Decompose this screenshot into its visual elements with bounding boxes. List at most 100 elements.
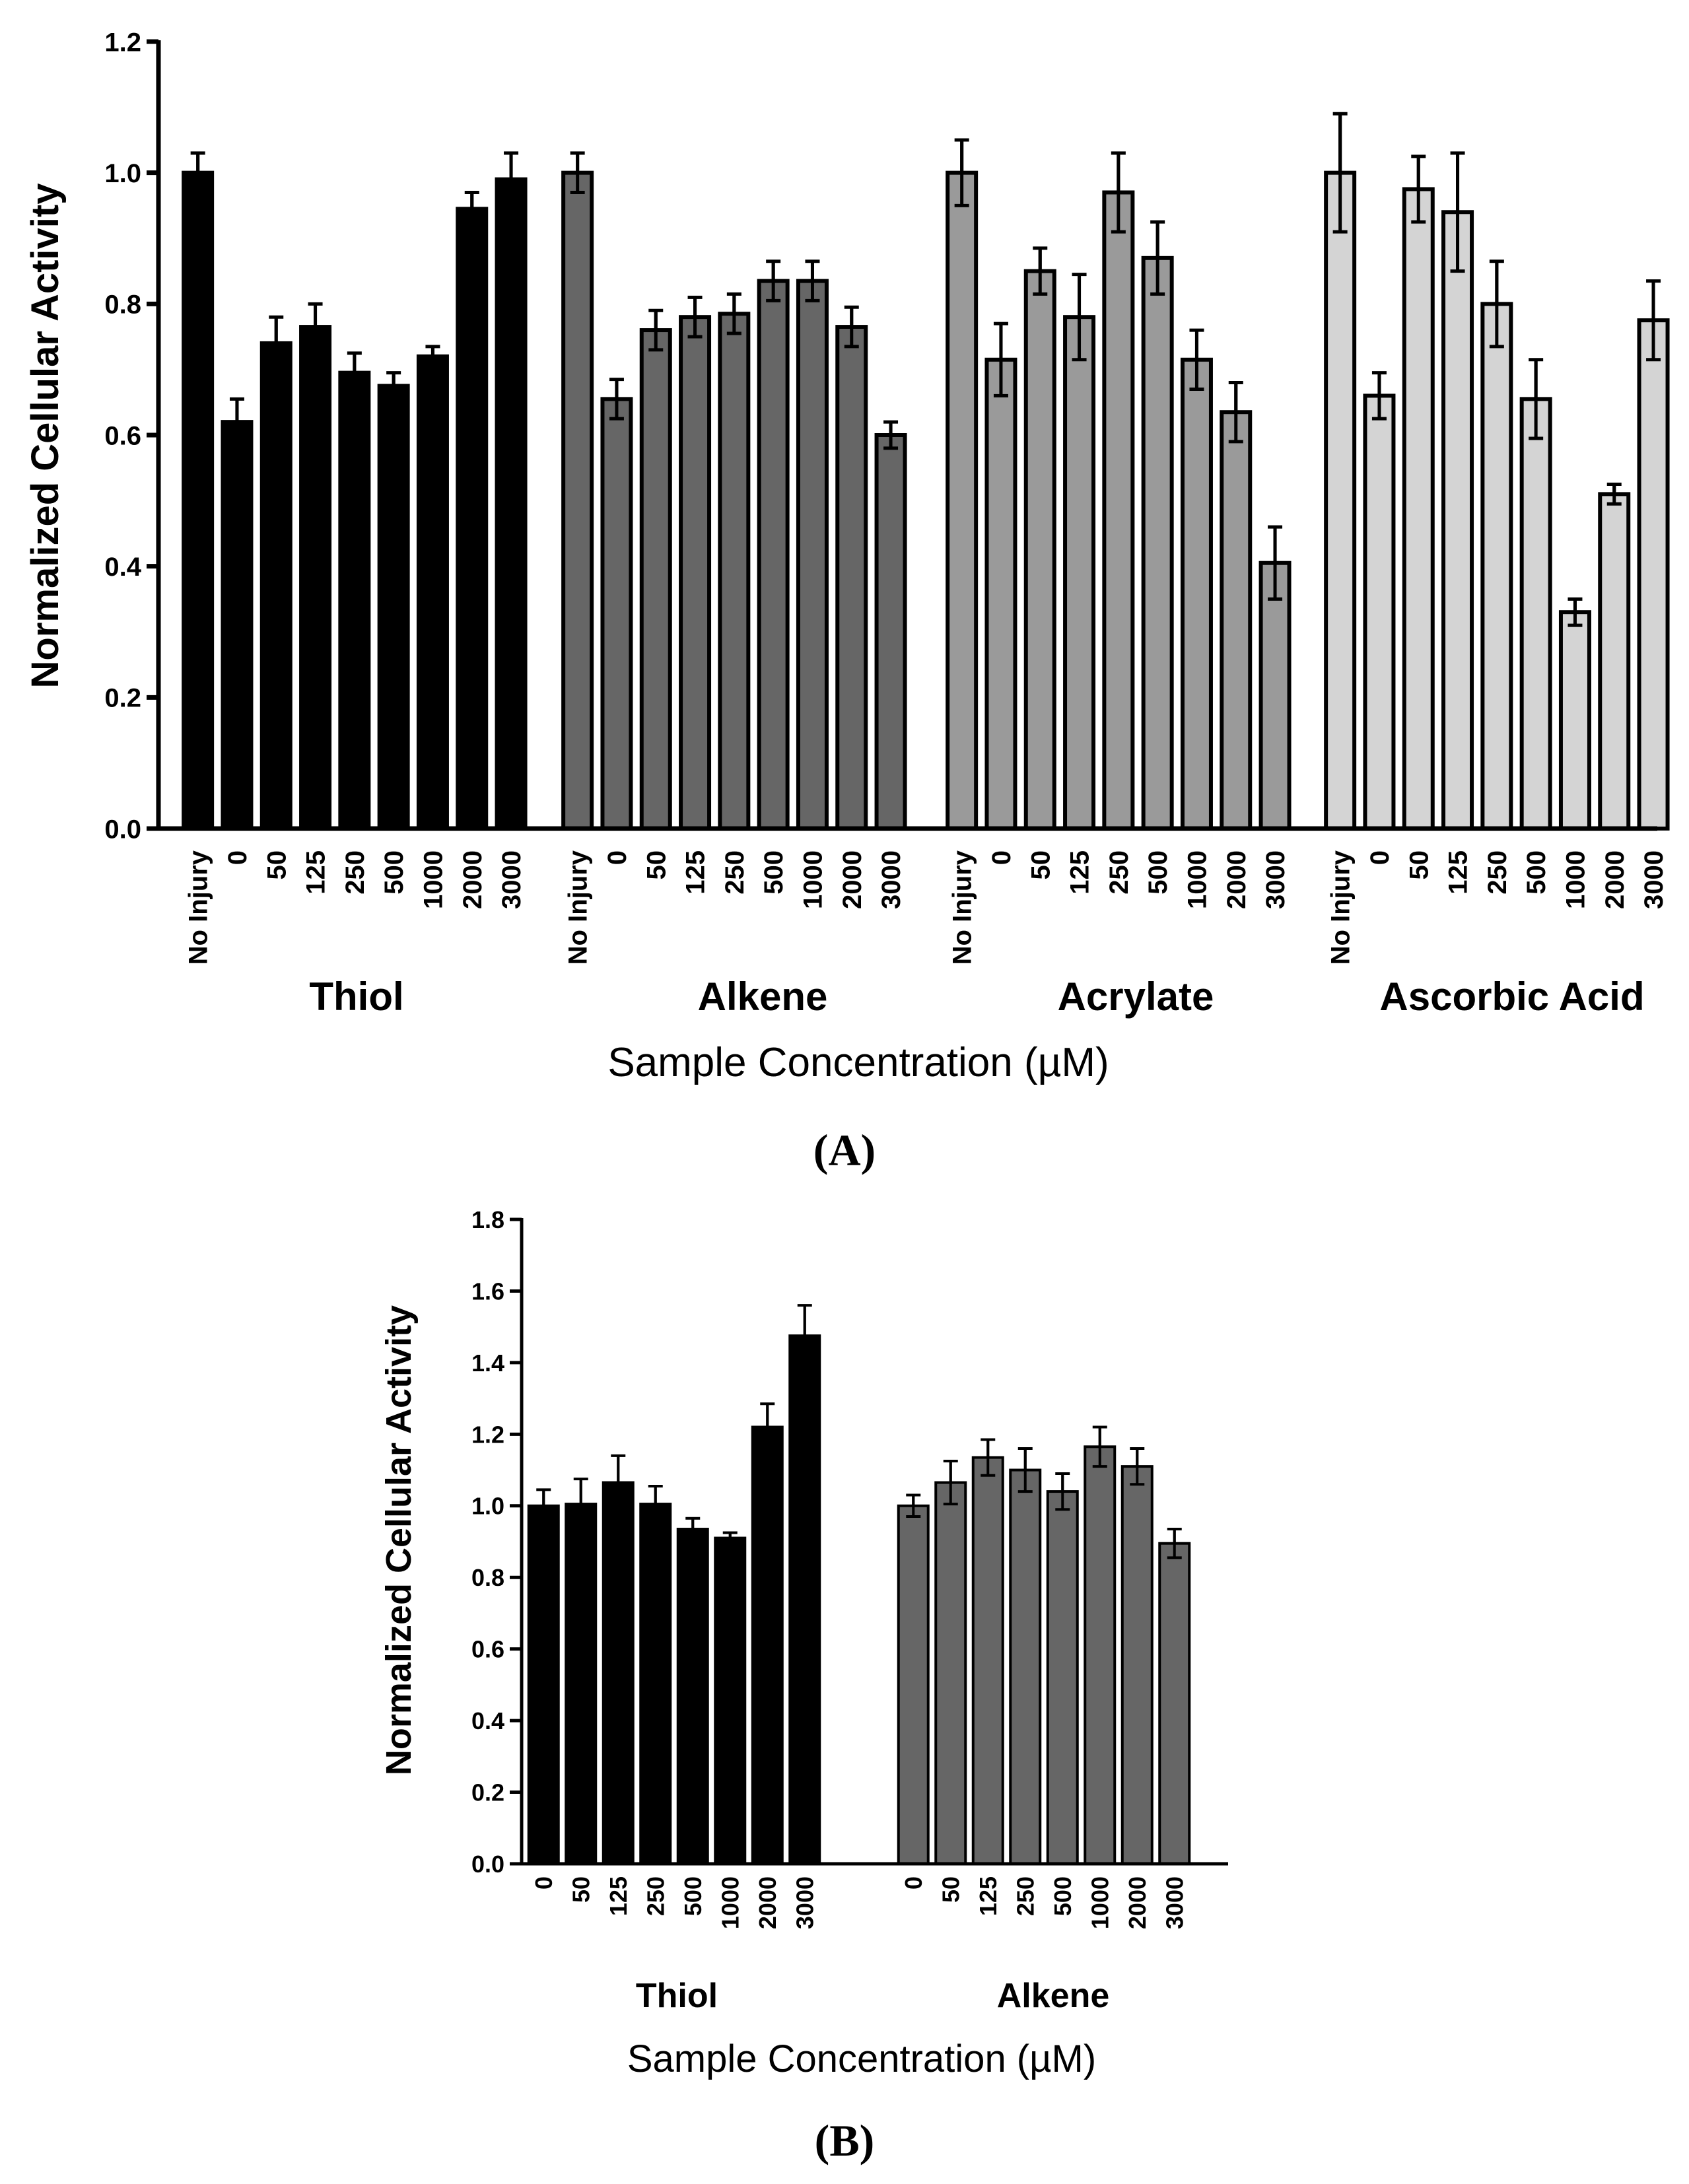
bar-alkene-5 xyxy=(1084,1445,1117,1865)
category-label-thiol-5: 1000 xyxy=(716,1876,743,1929)
y-tick-label-3: 0.6 xyxy=(471,1636,504,1663)
bar-ascorbic-acid-7 xyxy=(1598,492,1631,831)
bar-alkene-5 xyxy=(757,279,790,831)
bar-thiol-3 xyxy=(299,325,332,831)
category-label-thiol-6: 1000 xyxy=(419,850,448,909)
category-label-thiol-5: 500 xyxy=(380,850,409,895)
bar-thiol-3 xyxy=(639,1503,672,1865)
bar-thiol-2 xyxy=(602,1481,635,1866)
category-label-alkene-8: 3000 xyxy=(877,850,906,909)
y-tick-label-4: 0.8 xyxy=(471,1564,504,1591)
bar-thiol-6 xyxy=(751,1425,784,1865)
category-label-alkene-3: 125 xyxy=(681,850,710,895)
category-label-alkene-7: 3000 xyxy=(1161,1876,1188,1929)
y-tick-label-2: 0.4 xyxy=(104,553,141,582)
bar-alkene-6 xyxy=(1120,1465,1154,1865)
category-label-ascorbic-acid-4: 250 xyxy=(1483,850,1512,895)
group-label-ascorbic-acid: Ascorbic Acid xyxy=(1379,974,1644,1019)
category-label-alkene-2: 125 xyxy=(975,1876,1002,1916)
bar-thiol-2 xyxy=(259,341,293,831)
category-label-thiol-6: 2000 xyxy=(754,1876,781,1929)
group-label-thiol: Thiol xyxy=(309,974,403,1019)
category-label-thiol-0: No Injury xyxy=(184,850,213,965)
bar-ascorbic-acid-6 xyxy=(1558,610,1591,831)
category-label-ascorbic-acid-8: 3000 xyxy=(1639,850,1669,909)
panel-b: 0 50 125 250 500 1000 2000 3000 Thiol 0 50 125 250 50… xyxy=(379,1206,1228,2166)
category-label-thiol-4: 250 xyxy=(341,850,370,895)
group-label-alkene: Alkene xyxy=(698,974,828,1019)
bar-ascorbic-acid-2 xyxy=(1402,187,1435,831)
category-label-alkene-4: 500 xyxy=(1049,1876,1076,1916)
bar-acrylate-4 xyxy=(1102,190,1135,831)
bar-acrylate-8 xyxy=(1258,561,1292,831)
bar-acrylate-5 xyxy=(1141,256,1174,831)
bar-alkene-8 xyxy=(874,433,907,831)
group-label-thiol: Thiol xyxy=(636,1977,718,2015)
category-label-alkene-6: 1000 xyxy=(798,850,827,909)
bar-alkene-4 xyxy=(718,312,751,831)
bar-thiol-8 xyxy=(495,177,528,831)
category-label-thiol-3: 250 xyxy=(642,1876,669,1916)
bar-alkene-3 xyxy=(679,315,712,831)
y-tick-label-0: 0.0 xyxy=(471,1851,504,1878)
group-label-acrylate: Acrylate xyxy=(1058,974,1214,1019)
y-tick-label-5: 1.0 xyxy=(471,1493,504,1520)
category-label-acrylate-6: 1000 xyxy=(1183,850,1212,909)
category-label-alkene-1: 50 xyxy=(937,1876,964,1903)
bar-thiol-7 xyxy=(788,1334,821,1865)
category-label-ascorbic-acid-5: 500 xyxy=(1522,850,1551,895)
bar-alkene-3 xyxy=(1009,1468,1042,1866)
category-label-acrylate-4: 250 xyxy=(1105,850,1134,895)
bar-ascorbic-acid-8 xyxy=(1637,318,1670,831)
category-label-alkene-0: No Injury xyxy=(564,850,593,965)
y-tick-label-9: 1.8 xyxy=(471,1206,504,1233)
bar-alkene-0 xyxy=(897,1504,930,1866)
category-label-thiol-0: 0 xyxy=(530,1876,557,1890)
bar-thiol-0 xyxy=(527,1504,560,1866)
y-tick-label-1: 0.2 xyxy=(104,684,141,713)
category-label-alkene-6: 2000 xyxy=(1124,1876,1151,1929)
bar-ascorbic-acid-5 xyxy=(1519,397,1552,831)
x-axis-title: Sample Concentration (µM) xyxy=(627,2037,1096,2080)
category-label-ascorbic-acid-0: No Injury xyxy=(1327,850,1356,965)
category-label-acrylate-5: 500 xyxy=(1144,850,1173,895)
bar-thiol-5 xyxy=(377,384,410,831)
panel-label-a: (A) xyxy=(813,1125,876,1175)
y-tick-label-5: 1.0 xyxy=(104,159,141,188)
bar-thiol-6 xyxy=(416,354,449,831)
y-tick-label-3: 0.6 xyxy=(104,421,141,450)
bar-alkene-2 xyxy=(639,328,672,831)
category-label-thiol-1: 50 xyxy=(567,1876,594,1903)
bar-alkene-7 xyxy=(1158,1542,1191,1866)
bar-thiol-7 xyxy=(456,207,489,831)
category-label-acrylate-7: 2000 xyxy=(1222,850,1251,909)
category-label-alkene-1: 0 xyxy=(603,850,632,865)
y-axis-title: Normalized Cellular Activity xyxy=(379,1305,419,1775)
bar-alkene-0 xyxy=(561,170,594,831)
bar-acrylate-2 xyxy=(1023,269,1056,831)
y-tick-label-4: 0.8 xyxy=(104,290,141,320)
panel-a: No Injury 0 50 125 250 500 1000 2000 3000ThiolNo… xyxy=(24,28,1670,1175)
bar-ascorbic-acid-4 xyxy=(1480,302,1513,831)
bar-acrylate-1 xyxy=(984,357,1017,831)
bar-acrylate-3 xyxy=(1063,315,1096,831)
bar-thiol-1 xyxy=(221,420,254,831)
bar-alkene-2 xyxy=(971,1456,1004,1866)
bar-thiol-5 xyxy=(714,1536,747,1866)
category-label-thiol-4: 500 xyxy=(679,1876,707,1916)
category-label-alkene-3: 250 xyxy=(1012,1876,1039,1916)
category-label-alkene-2: 50 xyxy=(642,850,671,880)
category-label-thiol-2: 50 xyxy=(262,850,291,880)
y-tick-label-6: 1.2 xyxy=(104,28,141,57)
category-label-ascorbic-acid-6: 1000 xyxy=(1561,850,1590,909)
category-label-acrylate-1: 0 xyxy=(987,850,1016,865)
category-label-alkene-4: 250 xyxy=(720,850,749,895)
bar-alkene-7 xyxy=(835,325,868,831)
bar-thiol-0 xyxy=(182,170,215,831)
y-tick-label-2: 0.4 xyxy=(471,1707,504,1734)
y-tick-label-6: 1.2 xyxy=(471,1421,504,1448)
category-label-ascorbic-acid-7: 2000 xyxy=(1601,850,1630,909)
bar-thiol-4 xyxy=(676,1528,709,1865)
bar-acrylate-7 xyxy=(1220,410,1253,831)
category-label-alkene-0: 0 xyxy=(900,1876,927,1890)
